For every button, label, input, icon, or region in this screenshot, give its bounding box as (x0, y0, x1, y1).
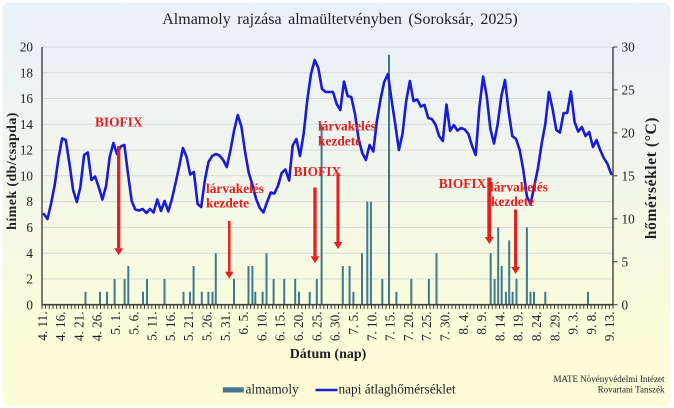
svg-text:6. 20.: 6. 20. (291, 312, 306, 342)
svg-text:7. 20.: 7. 20. (401, 312, 416, 342)
svg-text:lárvakelés: lárvakelés (206, 181, 264, 196)
svg-text:2: 2 (26, 272, 33, 287)
svg-text:10: 10 (622, 211, 636, 226)
svg-text:8. 14.: 8. 14. (492, 312, 507, 342)
svg-text:6. 15.: 6. 15. (273, 312, 288, 342)
svg-text:9. 13.: 9. 13. (602, 312, 617, 342)
svg-text:8. 24.: 8. 24. (529, 312, 544, 342)
svg-text:5. 11.: 5. 11. (145, 312, 160, 341)
svg-text:8: 8 (26, 194, 33, 209)
svg-text:kezdete: kezdete (318, 134, 361, 149)
svg-text:BIOFIX: BIOFIX (439, 176, 487, 191)
svg-text:14: 14 (20, 117, 34, 132)
svg-text:10: 10 (20, 168, 34, 183)
svg-text:12: 12 (20, 143, 33, 158)
svg-text:4. 26.: 4. 26. (90, 312, 105, 342)
svg-text:4: 4 (26, 246, 33, 261)
svg-text:hőmérséklet (°C): hőmérséklet (°C) (643, 117, 660, 239)
svg-text:20: 20 (622, 126, 636, 141)
svg-text:8. 4.: 8. 4. (456, 312, 471, 335)
svg-text:8. 29.: 8. 29. (547, 312, 562, 342)
svg-text:4. 16.: 4. 16. (53, 312, 68, 342)
svg-text:20: 20 (20, 40, 34, 55)
svg-text:8. 9.: 8. 9. (474, 312, 489, 335)
svg-text:6. 25.: 6. 25. (309, 312, 324, 342)
svg-text:5. 1.: 5. 1. (108, 312, 123, 335)
svg-text:MATE Növényvédelmi Intézet: MATE Növényvédelmi Intézet (554, 374, 665, 384)
svg-text:Rovartani Tanszék: Rovartani Tanszék (598, 385, 665, 395)
svg-text:kezdete: kezdete (206, 196, 249, 211)
svg-text:7. 15.: 7. 15. (383, 312, 398, 342)
svg-text:almamoly: almamoly (246, 382, 300, 397)
svg-text:9. 3.: 9. 3. (566, 312, 581, 335)
svg-text:Dátum (nap): Dátum (nap) (290, 347, 367, 362)
svg-text:lárvakelés: lárvakelés (490, 180, 548, 195)
svg-text:5. 31.: 5. 31. (218, 312, 233, 342)
svg-text:8. 19.: 8. 19. (511, 312, 526, 342)
svg-text:napi átlaghőmérséklet: napi átlaghőmérséklet (339, 382, 456, 397)
svg-text:0: 0 (622, 297, 629, 312)
svg-text:4. 21.: 4. 21. (71, 312, 86, 342)
svg-text:4. 11.: 4. 11. (35, 312, 50, 341)
svg-text:9. 8.: 9. 8. (584, 312, 599, 335)
svg-text:25: 25 (622, 83, 636, 98)
svg-text:7. 10.: 7. 10. (364, 312, 379, 342)
svg-text:hímek (db/csapda): hímek (db/csapda) (5, 112, 20, 230)
svg-text:kezdete: kezdete (491, 194, 534, 209)
svg-text:6. 5.: 6. 5. (236, 312, 251, 335)
svg-text:6. 10.: 6. 10. (254, 312, 269, 342)
svg-text:15: 15 (622, 168, 636, 183)
svg-text:BIOFIX: BIOFIX (95, 115, 143, 130)
svg-text:BIOFIX: BIOFIX (294, 164, 342, 179)
svg-text:Almamoly rajzása almaültetvény: Almamoly rajzása almaültetvényben (Sorok… (162, 11, 517, 28)
svg-text:lárvakelés: lárvakelés (318, 119, 376, 134)
svg-text:18: 18 (20, 65, 34, 80)
svg-text:5: 5 (622, 254, 629, 269)
svg-text:7. 30.: 7. 30. (438, 312, 453, 342)
svg-text:5. 16.: 5. 16. (163, 312, 178, 342)
svg-text:7. 25.: 7. 25. (419, 312, 434, 342)
svg-text:5. 6.: 5. 6. (126, 312, 141, 335)
svg-text:30: 30 (622, 40, 636, 55)
svg-text:5. 21.: 5. 21. (181, 312, 196, 342)
svg-text:7. 5.: 7. 5. (346, 312, 361, 335)
svg-text:6. 30.: 6. 30. (328, 312, 343, 342)
svg-text:16: 16 (20, 91, 34, 106)
svg-text:0: 0 (26, 297, 33, 312)
svg-text:5. 26.: 5. 26. (200, 312, 215, 342)
svg-text:6: 6 (26, 220, 33, 235)
